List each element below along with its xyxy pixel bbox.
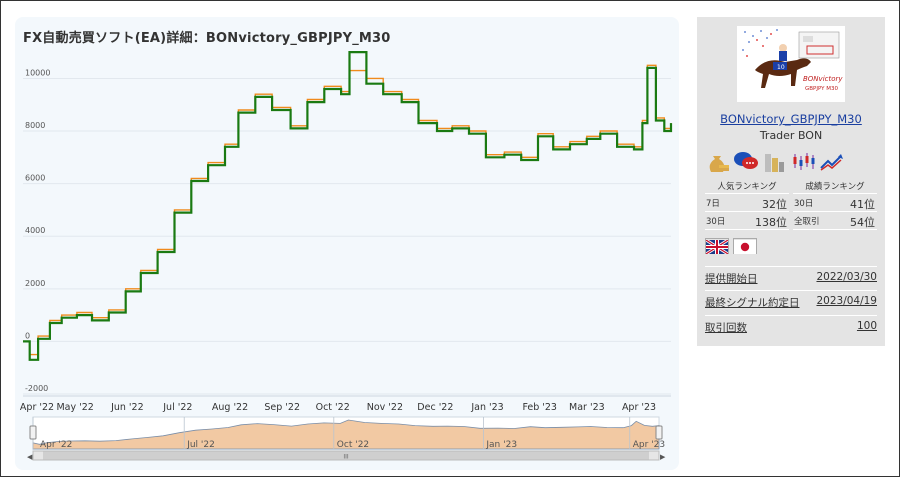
navigator-scrollbar[interactable]: ◀ ▶ III <box>27 450 666 461</box>
info-label: 取引回数 <box>705 322 747 334</box>
japan-flag-icon <box>733 238 757 254</box>
ea-name-link[interactable]: BONvictory_GBPJPY_M30 <box>720 112 862 126</box>
navigator-area <box>32 419 660 450</box>
navigator-left-handle[interactable] <box>29 425 37 440</box>
x-tick-label: Dec '22 <box>417 402 453 413</box>
scrollbar-thumb <box>43 451 649 460</box>
info-label: 最終シグナル約定日 <box>705 297 800 309</box>
y-tick-label: 8000 <box>25 121 45 130</box>
chart-panel: 10000 8000 6000 4000 2000 0 -2000 Apr '22 May '2… <box>15 17 679 470</box>
candlestick-icon <box>791 148 817 174</box>
logo-number: 10 <box>777 64 785 71</box>
ranking-period: 30日 <box>794 199 814 209</box>
x-tick-label: Jul '22 <box>162 402 192 413</box>
ranking-row: 全取引 54位 <box>793 212 877 230</box>
page-title: FX自動売買ソフト(EA)詳細：BONvictory_GBPJPY_M30 <box>23 31 391 46</box>
y-tick-label: 2000 <box>25 279 45 288</box>
uk-flag-icon <box>705 238 729 256</box>
ranking-value: 54位 <box>850 216 875 229</box>
info-row-start-date: 提供開始日 2022/03/30 <box>705 266 877 289</box>
info-row-trade-count: 取引回数 100 <box>705 315 877 338</box>
x-tick-label: Feb '23 <box>522 402 557 413</box>
popularity-ranking-header: 人気ランキング <box>705 180 789 194</box>
y-tick-label: 0 <box>25 331 30 340</box>
ea-logo[interactable]: 10 BONvictory GBPJPY M30 <box>737 26 845 102</box>
series-line-1 <box>23 51 673 361</box>
navigator-right-handle[interactable] <box>655 425 663 440</box>
y-tick-label: 4000 <box>25 226 45 235</box>
trader-name[interactable]: Trader BON <box>759 129 823 142</box>
ranking-value: 138位 <box>755 216 787 229</box>
scroll-right-arrow-icon: ▶ <box>660 453 666 461</box>
racehorse-logo-icon: 10 BONvictory GBPJPY M30 <box>737 26 845 102</box>
navigator-label: Apr '22 <box>40 440 72 450</box>
money-bag-icon <box>705 148 731 174</box>
y-tick-label: -2000 <box>25 384 48 393</box>
info-row-last-signal: 最終シグナル約定日 2023/04/19 <box>705 290 877 313</box>
performance-ranking-header: 成績ランキング <box>793 180 877 194</box>
ranking-value: 32位 <box>762 198 787 211</box>
x-tick-label: Mar '23 <box>569 402 605 413</box>
logo-text: BONvictory <box>803 75 843 83</box>
navigator-label: Oct '22 <box>337 440 369 450</box>
x-tick-label: Oct '22 <box>316 402 350 413</box>
ranking-row: 30日 41位 <box>793 194 877 212</box>
ea-sidebar: 10 BONvictory GBPJPY M30 BONvictory_GBPJ… <box>697 17 885 346</box>
x-tick-label: Jan '23 <box>470 402 503 413</box>
info-label: 提供開始日 <box>705 273 758 285</box>
trend-up-icon <box>819 148 845 174</box>
feature-icons <box>705 148 881 174</box>
ranking-row: 30日 138位 <box>705 212 789 230</box>
navigator-label: Apr '23 <box>633 440 665 450</box>
ranking-period: 全取引 <box>794 217 820 227</box>
navigator-label: Jan '23 <box>485 440 517 450</box>
navigator-label: Jul '22 <box>186 440 215 450</box>
x-tick-label: Aug '22 <box>212 402 248 413</box>
info-value: 2022/03/30 <box>816 271 877 283</box>
x-tick-label: Nov '22 <box>367 402 403 413</box>
ranking-value: 41位 <box>850 198 875 211</box>
info-value: 100 <box>856 320 877 332</box>
chat-bubbles-icon <box>733 148 759 174</box>
scroll-left-arrow-icon: ◀ <box>27 453 33 461</box>
logo-subtext: GBPJPY M30 <box>805 86 839 92</box>
x-tick-label: Sep '22 <box>264 402 300 413</box>
x-tick-label: Apr '23 <box>622 402 656 413</box>
popularity-ranking: 人気ランキング 7日 32位 30日 138位 <box>705 180 789 230</box>
series-line-0 <box>23 64 672 356</box>
ranking-period: 7日 <box>706 199 720 209</box>
y-tick-label: 10000 <box>25 68 50 77</box>
ranking-row: 7日 32位 <box>705 194 789 212</box>
y-tick-label: 6000 <box>25 174 45 183</box>
navigator[interactable]: Apr '22 Jul '22 Oct '22 Jan '23 Apr '23 <box>29 416 665 450</box>
x-tick-label: May '22 <box>56 402 93 413</box>
performance-ranking: 成績ランキング 30日 41位 全取引 54位 <box>793 180 877 230</box>
x-tick-label: Apr '22 <box>20 402 54 413</box>
x-tick-label: Jun '22 <box>110 402 144 413</box>
ranking-period: 30日 <box>706 217 726 227</box>
scrollbar-grip: III <box>343 454 349 461</box>
info-value: 2023/04/19 <box>816 295 877 307</box>
gold-bars-icon <box>761 148 787 174</box>
